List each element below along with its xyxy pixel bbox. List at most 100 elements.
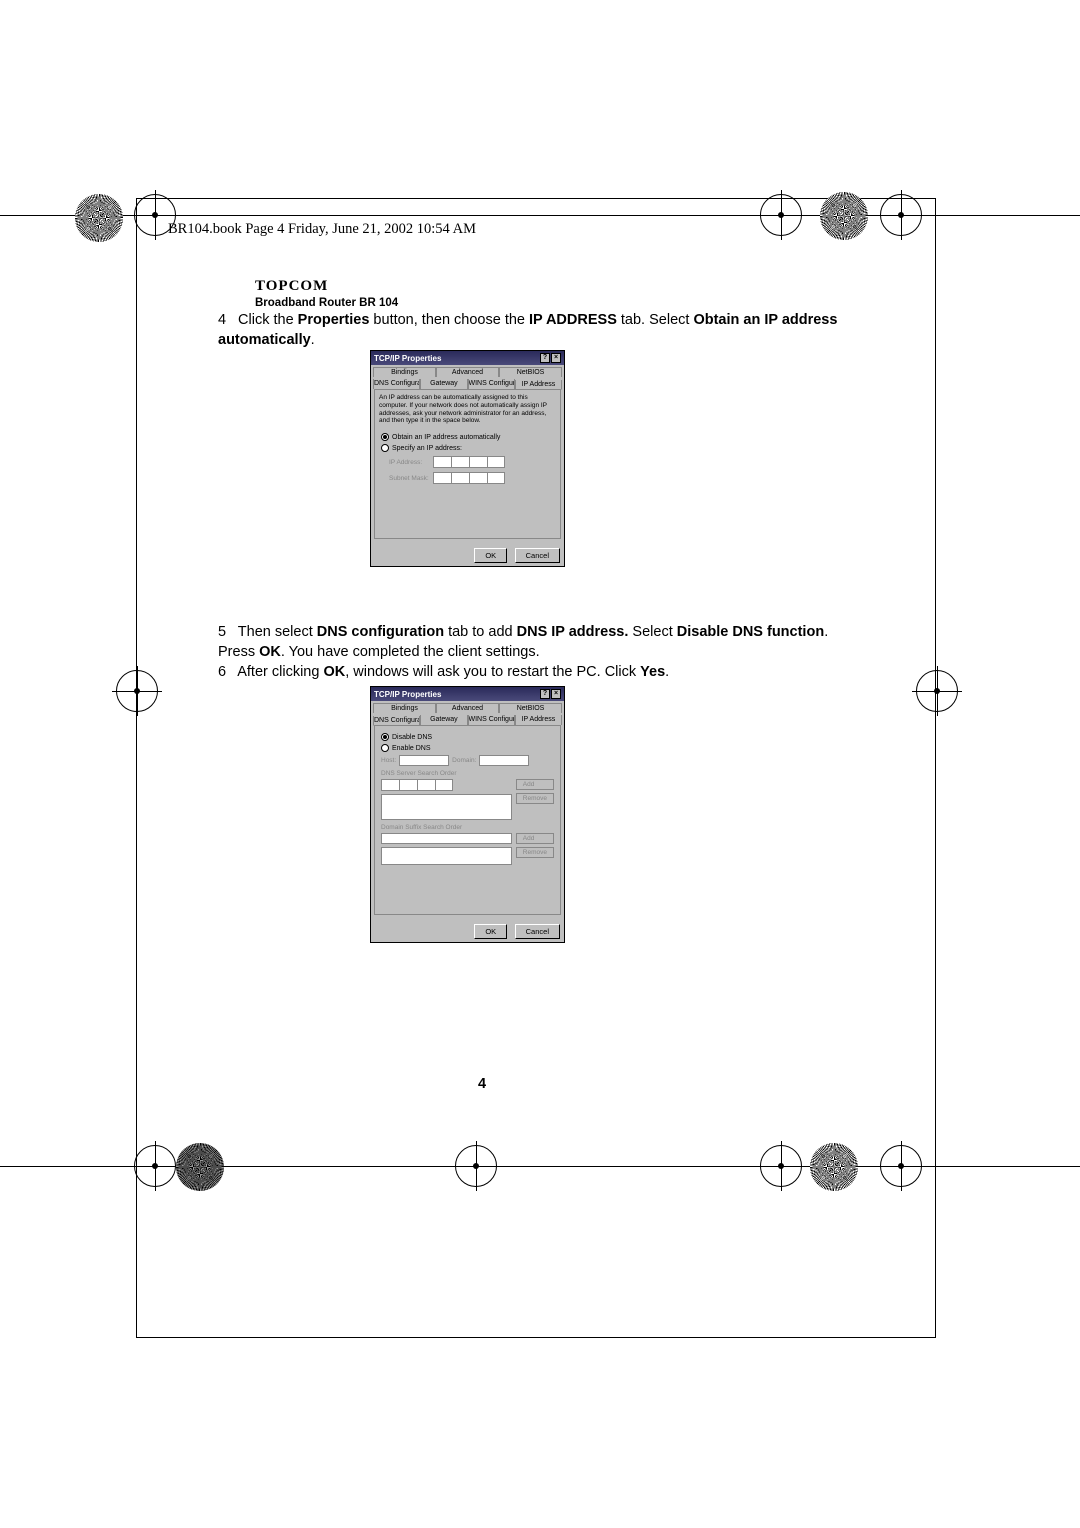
titlebar: TCP/IP Properties ? ×: [371, 351, 564, 365]
panel: Disable DNS Enable DNS Host: Domain: DNS…: [374, 725, 561, 915]
radial-mark-icon: [820, 192, 868, 240]
radio-label: Obtain an IP address automatically: [392, 434, 500, 441]
tab-wins[interactable]: WINS Configuration: [468, 715, 515, 725]
cancel-button[interactable]: Cancel: [515, 548, 560, 563]
radio-obtain-auto[interactable]: Obtain an IP address automatically: [381, 433, 554, 441]
tab-advanced[interactable]: Advanced: [436, 367, 499, 377]
close-icon[interactable]: ×: [551, 689, 561, 699]
cancel-button[interactable]: Cancel: [515, 924, 560, 939]
step-text: Click the Properties button, then choose…: [218, 312, 837, 348]
bold-text: OK: [259, 644, 281, 660]
text: tab. Select: [617, 312, 694, 328]
ok-button[interactable]: OK: [474, 924, 507, 939]
suffix-search-group: Add Remove: [381, 833, 554, 865]
text: .: [311, 332, 315, 348]
radial-mark-icon: [176, 1143, 224, 1191]
dns-ip-input[interactable]: [381, 779, 512, 791]
tabs-row-bottom: DNS Configuration Gateway WINS Configura…: [373, 379, 562, 389]
registration-mark-icon: [455, 1145, 497, 1187]
radio-icon: [381, 433, 389, 441]
text: button, then choose the: [369, 312, 529, 328]
close-icon[interactable]: ×: [551, 353, 561, 363]
help-icon[interactable]: ?: [540, 353, 550, 363]
bold-text: OK: [323, 664, 345, 680]
step-6: 6 After clicking OK, windows will ask yo…: [218, 662, 838, 682]
suffix-listbox[interactable]: [381, 847, 512, 865]
tcpip-dialog-dns: TCP/IP Properties ? × Bindings Advanced …: [370, 686, 565, 943]
ip-input[interactable]: [433, 456, 505, 468]
bold-text: DNS IP address.: [517, 624, 629, 640]
radio-specify[interactable]: Specify an IP address:: [381, 444, 554, 452]
remove-button[interactable]: Remove: [516, 847, 554, 858]
step-text: Then select DNS configuration tab to add…: [218, 624, 828, 660]
tab-gateway[interactable]: Gateway: [420, 379, 467, 389]
host-input[interactable]: [399, 755, 449, 766]
button-row: OK Cancel: [371, 918, 564, 942]
tcpip-dialog-ip: TCP/IP Properties ? × Bindings Advanced …: [370, 350, 565, 567]
brand-logo: TOPCOM: [255, 278, 398, 295]
add-button[interactable]: Add: [516, 779, 554, 790]
registration-mark-icon: [916, 670, 958, 712]
dns-search-label: DNS Server Search Order: [381, 770, 554, 777]
radial-mark-icon: [810, 1143, 858, 1191]
tab-bindings[interactable]: Bindings: [373, 703, 436, 713]
domain-label: Domain:: [452, 757, 476, 764]
panel: An IP address can be automatically assig…: [374, 389, 561, 539]
step-text: After clicking OK, windows will ask you …: [237, 664, 669, 680]
domain-input[interactable]: [479, 755, 529, 766]
text: . You have completed the client settings…: [281, 644, 540, 660]
dns-search-group: Add Remove: [381, 779, 554, 820]
tab-netbios[interactable]: NetBIOS: [499, 367, 562, 377]
remove-button[interactable]: Remove: [516, 793, 554, 804]
product-name: Broadband Router BR 104: [255, 297, 398, 309]
tabs-row-bottom: DNS Configuration Gateway WINS Configura…: [373, 715, 562, 725]
bold-text: Yes: [640, 664, 665, 680]
radio-icon: [381, 744, 389, 752]
tab-wins[interactable]: WINS Configuration: [468, 379, 515, 389]
host-domain-row: Host: Domain:: [381, 755, 554, 766]
tab-bindings[interactable]: Bindings: [373, 367, 436, 377]
tab-ipaddress[interactable]: IP Address: [515, 715, 562, 725]
dns-listbox[interactable]: [381, 794, 512, 820]
tab-gateway[interactable]: Gateway: [420, 715, 467, 725]
registration-mark-icon: [880, 194, 922, 236]
radio-disable-dns[interactable]: Disable DNS: [381, 733, 554, 741]
add-button[interactable]: Add: [516, 833, 554, 844]
bold-text: Properties: [298, 312, 370, 328]
dialog-title: TCP/IP Properties: [374, 690, 441, 699]
registration-mark-icon: [134, 1145, 176, 1187]
radio-icon: [381, 733, 389, 741]
brand-block: TOPCOM Broadband Router BR 104: [255, 278, 398, 309]
registration-mark-icon: [116, 670, 158, 712]
step-4: 4 Click the Properties button, then choo…: [218, 310, 838, 351]
help-icon[interactable]: ?: [540, 689, 550, 699]
dialog-title: TCP/IP Properties: [374, 354, 441, 363]
suffix-input[interactable]: [381, 833, 512, 844]
radio-enable-dns[interactable]: Enable DNS: [381, 744, 554, 752]
ok-button[interactable]: OK: [474, 548, 507, 563]
text: Then select: [238, 624, 317, 640]
radio-label: Enable DNS: [392, 745, 431, 752]
text: .: [665, 664, 669, 680]
text: , windows will ask you to restart the PC…: [345, 664, 640, 680]
text: tab to add: [444, 624, 517, 640]
registration-mark-icon: [760, 194, 802, 236]
ip-input[interactable]: [433, 472, 505, 484]
radio-label: Specify an IP address:: [392, 445, 462, 452]
tab-advanced[interactable]: Advanced: [436, 703, 499, 713]
step-number: 4: [218, 310, 234, 330]
tab-netbios[interactable]: NetBIOS: [499, 703, 562, 713]
field-label: Subnet Mask:: [389, 475, 429, 482]
step-number: 5: [218, 622, 234, 642]
field-label: IP Address:: [389, 459, 429, 466]
suffix-search-label: Domain Suffix Search Order: [381, 824, 554, 831]
registration-mark-icon: [760, 1145, 802, 1187]
page-header-text: BR104.book Page 4 Friday, June 21, 2002 …: [168, 221, 476, 238]
titlebar: TCP/IP Properties ? ×: [371, 687, 564, 701]
step-5: 5 Then select DNS configuration tab to a…: [218, 622, 838, 663]
text: Click the: [238, 312, 298, 328]
radial-mark-icon: [75, 194, 123, 242]
bold-text: DNS configuration: [317, 624, 444, 640]
tab-dns[interactable]: DNS Configuration: [373, 379, 420, 389]
radio-label: Disable DNS: [392, 734, 432, 741]
